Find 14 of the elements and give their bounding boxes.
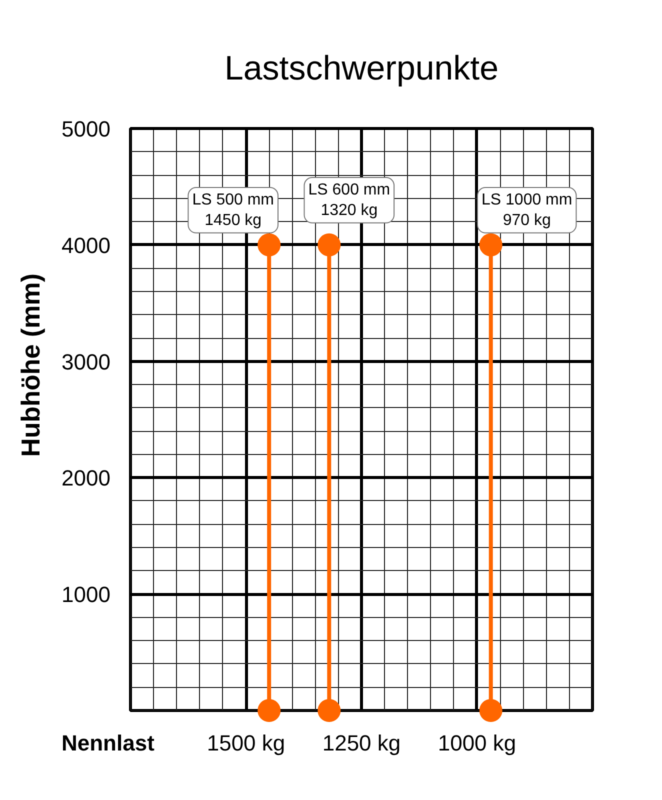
y-tick-label: 4000 bbox=[62, 232, 111, 258]
y-tick-label: 2000 bbox=[62, 466, 111, 491]
x-axis-title: Nennlast bbox=[62, 730, 156, 756]
y-tick-label: 5000 bbox=[62, 116, 111, 142]
chart-title: Lastschwerpunkte bbox=[224, 50, 499, 88]
x-tick-label: 1500 kg bbox=[206, 730, 286, 756]
y-tick-label: 3000 bbox=[62, 349, 111, 374]
annotation: LS 600 mm 1320 kg bbox=[308, 182, 390, 219]
annotation: LS 500 mm 1450 kg bbox=[192, 192, 274, 229]
annotation: LS 1000 mm 970 kg bbox=[482, 192, 572, 229]
x-tick-label: 1000 kg bbox=[438, 730, 516, 756]
y-tick-label: 1000 bbox=[62, 582, 111, 608]
x-tick-label: 1250 kg bbox=[322, 730, 401, 756]
y-axis-title: Hubhöhe (mm) bbox=[16, 274, 46, 457]
